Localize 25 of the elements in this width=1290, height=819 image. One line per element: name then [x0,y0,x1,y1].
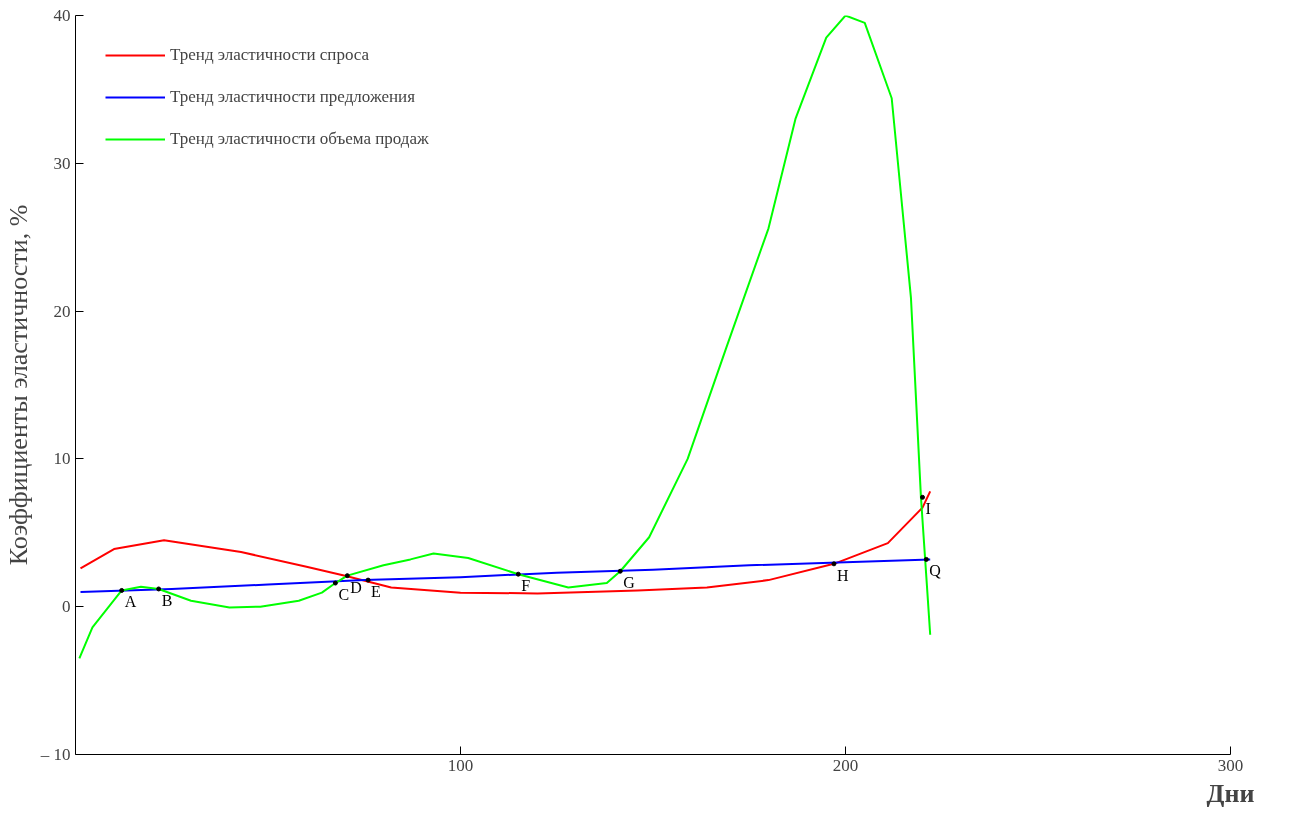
annotation: Q [929,562,942,580]
legend-label: Тренд эластичности объема продаж [170,129,429,149]
y-axis-title: Коэффициенты эластичности, % [3,204,33,566]
annotation: E [371,583,381,601]
annotation: I [925,500,931,518]
y-tick-label: 30 [53,153,71,173]
x-tick-label: 200 [832,755,859,775]
y-tick-label: – 10 [39,745,71,764]
y-tick-label: 40 [53,6,71,25]
legend-label: Тренд эластичности предложения [170,87,415,107]
annotation: G [623,574,636,592]
x-tick-label: 100 [447,755,474,775]
annotation: D [350,578,362,596]
annotation: B [161,591,173,609]
annotation: H [836,566,849,584]
y-tick-label: 10 [53,449,71,469]
annotation: F [521,577,531,595]
x-axis-title: Дни [1206,778,1255,808]
x-tick-label: 300 [1217,755,1244,775]
annotation: C [338,586,350,604]
line-series [78,15,932,660]
annotation: A [124,593,137,611]
legend-label: Тренд эластичности спроса [170,45,370,65]
y-tick-label: 0 [62,597,71,617]
y-tick-label: 20 [53,301,71,321]
